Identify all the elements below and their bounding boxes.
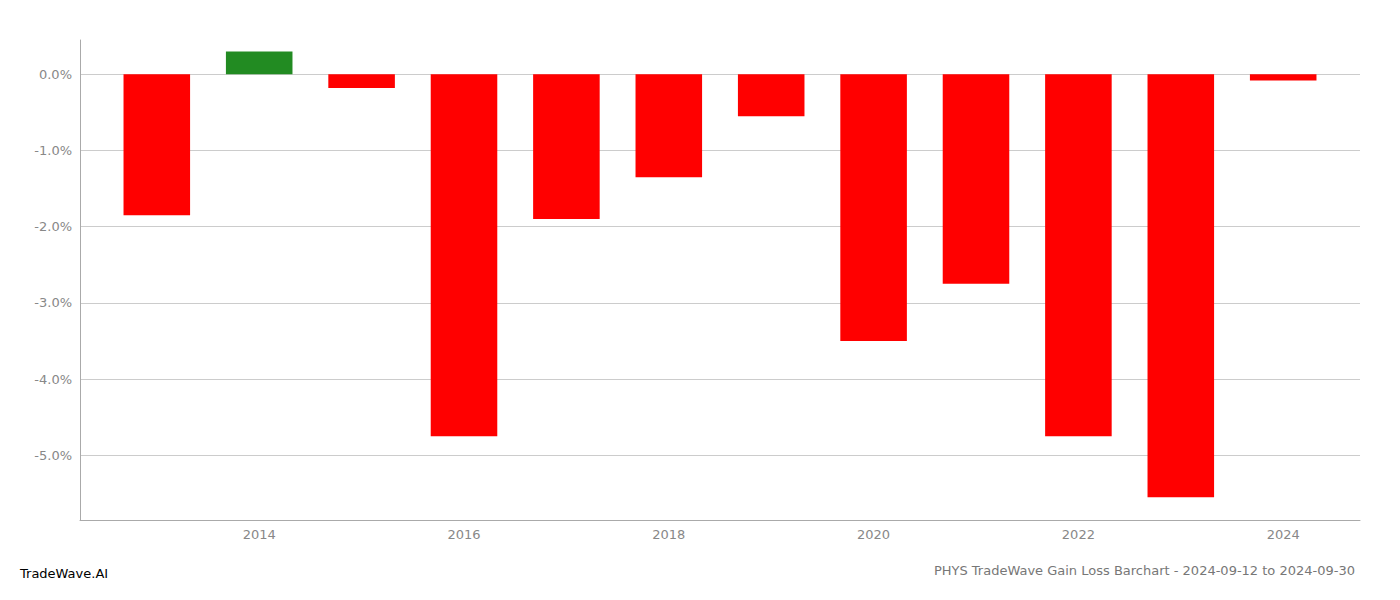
svg-text:2018: 2018 xyxy=(652,527,685,542)
svg-text:-5.0%: -5.0% xyxy=(34,448,72,463)
svg-text:-4.0%: -4.0% xyxy=(34,372,72,387)
svg-text:2020: 2020 xyxy=(857,527,890,542)
svg-text:TradeWave.AI: TradeWave.AI xyxy=(19,566,108,581)
svg-text:2016: 2016 xyxy=(447,527,480,542)
svg-text:-1.0%: -1.0% xyxy=(34,143,72,158)
svg-text:2014: 2014 xyxy=(243,527,276,542)
svg-text:-2.0%: -2.0% xyxy=(34,219,72,234)
svg-text:2022: 2022 xyxy=(1062,527,1095,542)
svg-text:PHYS TradeWave Gain Loss Barch: PHYS TradeWave Gain Loss Barchart - 2024… xyxy=(934,563,1355,578)
svg-text:2024: 2024 xyxy=(1267,527,1300,542)
svg-text:0.0%: 0.0% xyxy=(39,67,72,82)
svg-text:-3.0%: -3.0% xyxy=(34,295,72,310)
